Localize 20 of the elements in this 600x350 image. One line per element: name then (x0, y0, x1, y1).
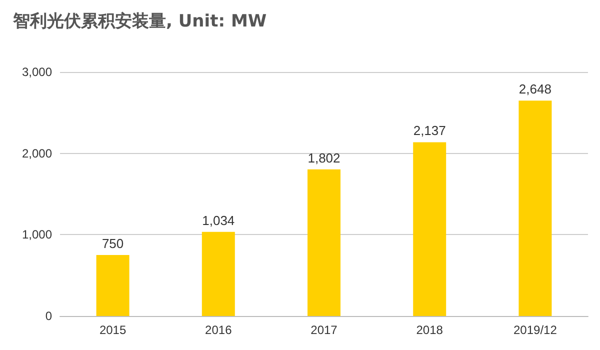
x-tick-label: 2016 (205, 323, 232, 337)
data-label: 2,648 (518, 82, 552, 97)
bar (202, 232, 235, 316)
y-tick-label: 0 (45, 309, 52, 323)
x-tick-label: 2015 (99, 323, 126, 337)
y-tick-label: 3,000 (22, 65, 52, 79)
y-tick-label: 1,000 (22, 228, 52, 242)
bar (518, 100, 552, 316)
bar (413, 142, 446, 316)
data-label: 1,802 (308, 150, 340, 166)
chart-title: 智利光伏累积安装量, Unit: MW (12, 12, 267, 32)
bar (308, 169, 340, 316)
data-label: 750 (102, 236, 124, 251)
x-tick-label: 2017 (310, 323, 338, 337)
x-tick-label: 2018 (416, 323, 444, 337)
x-tick-label: 2019/12 (514, 323, 558, 337)
data-label: 2,137 (413, 123, 446, 138)
y-tick-label: 2,000 (22, 146, 52, 160)
data-label: 1,034 (202, 212, 235, 228)
bar (96, 255, 130, 316)
